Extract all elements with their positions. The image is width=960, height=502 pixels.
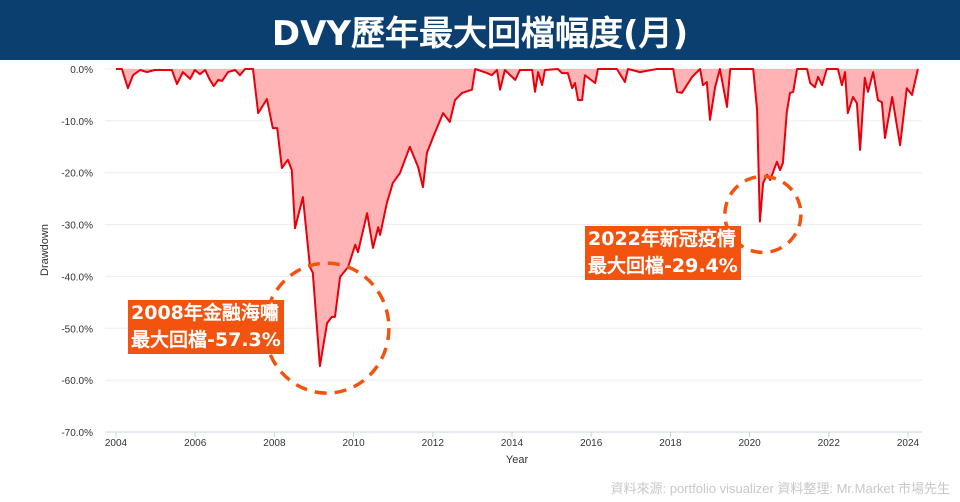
y-tick-label: -30.0% (61, 221, 93, 232)
x-axis-label: Year (506, 454, 529, 466)
annotation-circle-2008 (263, 261, 391, 395)
y-tick-label: -70.0% (61, 428, 93, 439)
y-tick-label: -50.0% (61, 324, 93, 335)
y-tick-label: -10.0% (61, 117, 93, 128)
y-tick-label: -20.0% (61, 169, 93, 180)
annotation-line1: 2022年新冠疫情 (588, 228, 736, 250)
drawdown-area (116, 69, 918, 367)
chart-title: DVY歷年最大回檔幅度(月) (0, 0, 960, 60)
x-tick-label: 2016 (580, 438, 603, 449)
x-tick-label: 2006 (184, 438, 207, 449)
y-tick-label: 0.0% (70, 65, 93, 76)
annotation-line2: 最大回檔-57.3% (131, 329, 281, 351)
annotation-circle-2020 (723, 174, 803, 255)
x-tick-label: 2024 (897, 438, 920, 449)
annotation-label-2020: 2022年新冠疫情 最大回檔-29.4% (585, 226, 741, 280)
annotation-line1: 2008年金融海嘯 (131, 302, 279, 324)
source-credit: 資料來源: portfolio visualizer 資料整理: Mr.Mark… (610, 481, 951, 496)
x-tick-label: 2010 (342, 438, 365, 449)
y-tick-label: -40.0% (61, 272, 93, 283)
annotation-line2: 最大回檔-29.4% (588, 255, 738, 277)
x-tick-label: 2018 (659, 438, 682, 449)
y-axis-label: Drawdown (39, 224, 51, 276)
x-tick-label: 2020 (738, 438, 761, 449)
x-tick-label: 2022 (818, 438, 841, 449)
x-tick-label: 2008 (263, 438, 286, 449)
x-tick-label: 2004 (105, 438, 128, 449)
x-tick-label: 2012 (422, 438, 445, 449)
annotation-label-2008: 2008年金融海嘯 最大回檔-57.3% (128, 300, 284, 354)
y-tick-label: -60.0% (61, 376, 93, 387)
x-tick-label: 2014 (501, 438, 524, 449)
